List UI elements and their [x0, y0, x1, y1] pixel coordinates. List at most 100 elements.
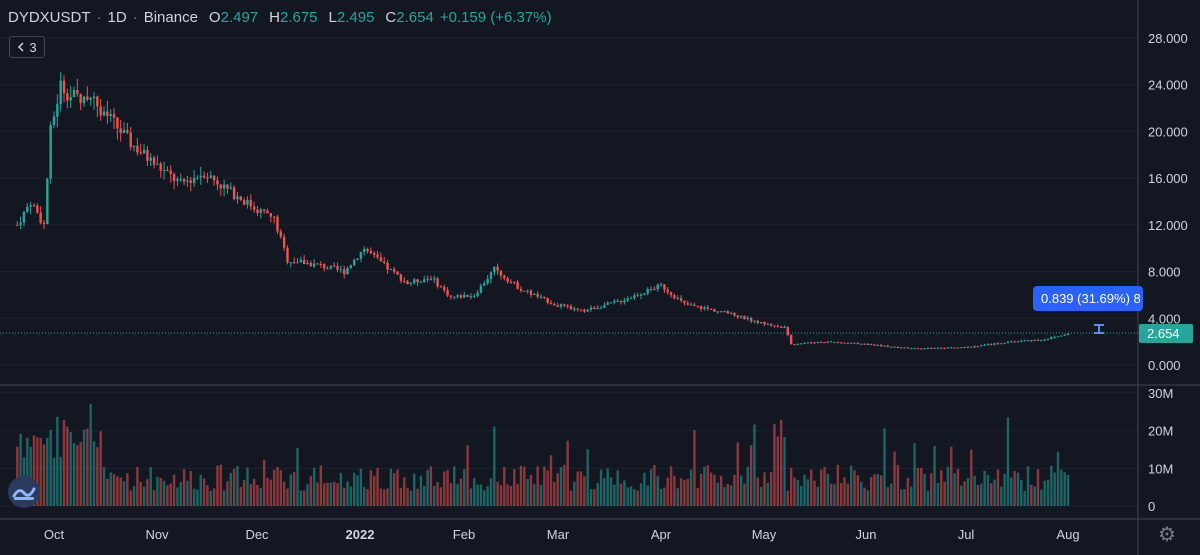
candle-body	[76, 90, 79, 94]
candle-body	[709, 308, 713, 310]
candle-body	[746, 317, 749, 320]
candle-body	[292, 262, 296, 264]
candle-body	[559, 304, 563, 307]
symbol-name[interactable]: DYDXUSDT	[8, 9, 91, 26]
volume-bar	[369, 470, 373, 506]
volume-bar	[696, 487, 699, 506]
volume-axis[interactable]: 30M 20M 10M 0	[1148, 386, 1173, 514]
volume-bar	[619, 483, 623, 506]
volume-bar	[873, 474, 876, 506]
volume-bar	[596, 483, 599, 506]
volume-bar	[609, 477, 613, 506]
volume-bar	[896, 464, 900, 506]
candle-body	[519, 288, 523, 291]
candle-body	[966, 346, 970, 348]
candle-body	[526, 290, 529, 292]
volume-bar	[809, 469, 813, 506]
candle-body	[906, 347, 910, 349]
candle-body	[856, 342, 860, 344]
close-value: 2.654	[396, 9, 434, 26]
volume-bar	[930, 473, 933, 506]
volume-bar	[953, 473, 956, 506]
volume-bar	[576, 471, 579, 506]
candle-body	[940, 347, 943, 349]
volume-bar	[743, 483, 746, 506]
candle-body	[82, 96, 86, 104]
candle-body	[743, 315, 746, 320]
candle-body	[739, 315, 743, 318]
volume-bar	[516, 484, 519, 506]
candle-body	[112, 114, 116, 118]
tradingview-logo-icon[interactable]	[8, 476, 40, 508]
volume-bar	[933, 445, 936, 506]
candle-body	[733, 312, 736, 316]
volume-bar	[349, 486, 353, 506]
time-tick-label: Dec	[245, 527, 269, 542]
candle-body	[696, 305, 699, 307]
candle-body	[306, 262, 309, 265]
volume-bar	[796, 479, 800, 506]
price-axis[interactable]: 28.000 24.000 20.000 16.000 12.000 8.000 4.000…	[1148, 31, 1188, 373]
candle-body	[613, 301, 616, 303]
volume-bar	[136, 467, 139, 506]
volume-bar	[633, 489, 636, 506]
volume-bar	[306, 484, 309, 506]
volume-bar	[900, 489, 903, 506]
volume-bar	[1050, 465, 1053, 506]
candle-body	[219, 184, 222, 189]
candle-body	[276, 216, 279, 232]
volume-bar	[1043, 480, 1046, 506]
candle-body	[142, 149, 146, 154]
volume-bar	[636, 490, 639, 506]
gear-icon[interactable]: ⚙	[1158, 524, 1176, 546]
candle-body	[246, 199, 249, 205]
candle-body	[880, 344, 883, 347]
volume-bar	[36, 437, 39, 506]
candle-body	[693, 304, 696, 306]
candle-body	[806, 342, 810, 344]
change-value: +0.159 (+6.37%)	[439, 9, 552, 26]
candle-body	[729, 312, 733, 314]
volume-bar	[176, 487, 179, 506]
volume-bar	[32, 435, 36, 506]
candle-body	[676, 298, 679, 300]
candle-body	[79, 93, 82, 104]
volume-bar	[756, 477, 759, 506]
candle-body	[809, 342, 813, 344]
volume-bar	[843, 477, 846, 506]
volume-bar	[179, 482, 182, 506]
volume-bar	[1020, 480, 1023, 506]
candle-body	[62, 80, 66, 94]
volume-bar	[753, 424, 756, 506]
volume-bar	[276, 467, 279, 506]
volume-bar	[76, 445, 79, 506]
candle-body	[1013, 341, 1016, 343]
volume-bar	[146, 479, 149, 506]
volume-bar	[876, 474, 880, 506]
candle-body	[493, 266, 496, 273]
candle-body	[653, 288, 656, 290]
volume-bar	[993, 479, 996, 506]
candle-body	[873, 344, 876, 346]
candle-body	[162, 169, 166, 171]
volume-bar	[346, 481, 349, 506]
candle-body	[543, 296, 546, 298]
indicators-collapse-button[interactable]: 3	[9, 36, 45, 58]
candle-body	[870, 344, 873, 346]
candle-body	[316, 263, 319, 265]
time-axis[interactable]: Oct Nov Dec 2022 Feb Mar Apr May Jun Jul Aug	[44, 527, 1080, 542]
volume-bar	[336, 483, 339, 506]
candle-body	[943, 348, 946, 350]
volume-bar	[329, 482, 333, 506]
candle-body	[970, 346, 973, 348]
candle-body	[716, 311, 719, 313]
candle-body	[282, 236, 286, 248]
interval[interactable]: 1D	[107, 9, 127, 26]
volume-bar	[82, 429, 86, 506]
candle-body	[132, 145, 136, 148]
candle-body	[186, 180, 189, 182]
volume-bar	[916, 467, 920, 506]
candle-body	[833, 342, 836, 344]
candle-body	[516, 281, 519, 289]
